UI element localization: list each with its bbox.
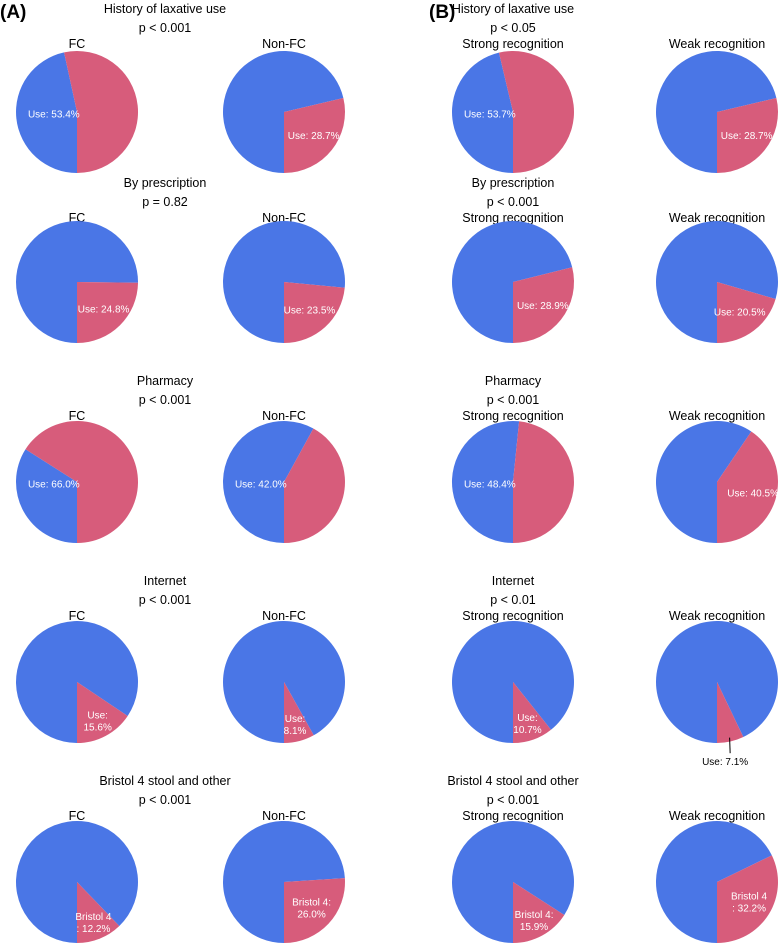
group-label: Strong recognition <box>462 409 564 423</box>
label-leader-line <box>730 738 731 754</box>
slice-label: Use: 28.7% <box>288 131 340 142</box>
slice-label: 10.7% <box>513 725 541 736</box>
slice-label: Use: 28.7% <box>721 131 773 142</box>
group-label: Strong recognition <box>462 609 564 623</box>
p-value: p = 0.82 <box>142 195 188 209</box>
group-label: Non-FC <box>262 809 306 823</box>
slice-label: 15.6% <box>83 722 111 733</box>
group-label: Non-FC <box>262 37 306 51</box>
p-value: p < 0.001 <box>139 393 192 407</box>
group-label: FC <box>69 37 86 51</box>
pie-use-slice <box>513 421 574 543</box>
p-value: p < 0.001 <box>487 793 540 807</box>
p-value: p < 0.05 <box>490 21 536 35</box>
group-label: FC <box>69 809 86 823</box>
row-title: Internet <box>144 574 187 588</box>
slice-label: Use: 7.1% <box>702 757 748 768</box>
slice-label: Bristol 4 <box>75 912 112 923</box>
slice-label: Use: <box>87 710 108 721</box>
p-value: p < 0.001 <box>487 393 540 407</box>
row-title: By prescription <box>124 176 207 190</box>
slice-label: Use: 53.7% <box>464 110 516 121</box>
slice-label: Use: 20.5% <box>714 308 766 319</box>
slice-label: Use: 53.4% <box>28 110 80 121</box>
row-title: Bristol 4 stool and other <box>99 774 230 788</box>
group-label: Strong recognition <box>462 37 564 51</box>
row-title: History of laxative use <box>452 2 574 16</box>
p-value: p < 0.001 <box>139 793 192 807</box>
slice-label: Bristol 4: <box>515 910 554 921</box>
row-title: History of laxative use <box>104 2 226 16</box>
p-value: p < 0.001 <box>139 593 192 607</box>
slice-label: Use: 23.5% <box>284 305 336 316</box>
group-label: Weak recognition <box>669 809 765 823</box>
slice-label: Use: 66.0% <box>28 480 80 491</box>
row-title: Pharmacy <box>137 374 194 388</box>
row-title: Internet <box>492 574 535 588</box>
slice-label: : 32.2% <box>732 904 766 915</box>
group-label: FC <box>69 609 86 623</box>
slice-label: Use: 24.8% <box>78 304 130 315</box>
slice-label: 15.9% <box>520 922 548 933</box>
slice-label: Use: 48.4% <box>464 480 516 491</box>
group-label: FC <box>69 409 86 423</box>
row-title: Pharmacy <box>485 374 542 388</box>
p-value: p < 0.001 <box>487 195 540 209</box>
slice-label: Bristol 4: <box>292 897 331 908</box>
slice-label: Bristol 4 <box>731 892 768 903</box>
slice-label: Use: <box>285 714 306 725</box>
slice-label: 8.1% <box>284 726 307 737</box>
group-label: Weak recognition <box>669 609 765 623</box>
group-label: Non-FC <box>262 609 306 623</box>
slice-label: 26.0% <box>297 909 325 920</box>
group-label: Strong recognition <box>462 809 564 823</box>
slice-label: Use: 40.5% <box>727 489 778 500</box>
slice-label: Use: <box>517 713 538 724</box>
group-label: Non-FC <box>262 409 306 423</box>
figure: (A) (B)History of laxative usep < 0.001FC… <box>0 0 778 943</box>
slice-label: Use: 42.0% <box>235 480 287 491</box>
group-label: Weak recognition <box>669 37 765 51</box>
row-title: Bristol 4 stool and other <box>447 774 578 788</box>
row-title: By prescription <box>472 176 555 190</box>
group-label: Weak recognition <box>669 409 765 423</box>
p-value: p < 0.01 <box>490 593 536 607</box>
slice-label: Use: 28.9% <box>517 301 569 312</box>
slice-label: : 12.2% <box>76 924 110 935</box>
panel-label: (A) <box>0 2 26 23</box>
p-value: p < 0.001 <box>139 21 192 35</box>
